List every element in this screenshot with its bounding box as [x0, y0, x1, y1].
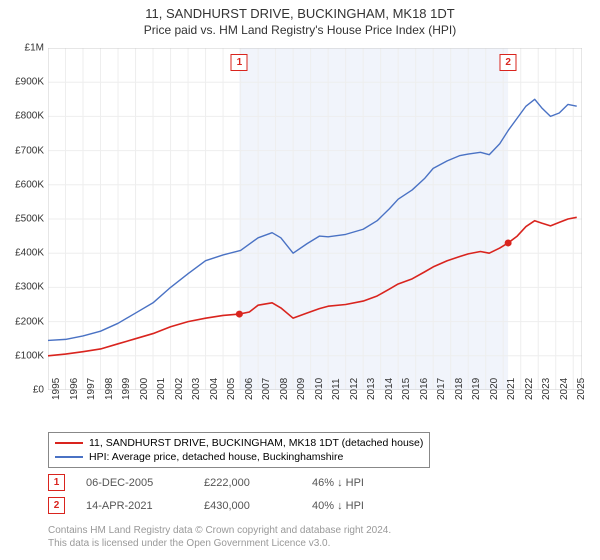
- legend-item: HPI: Average price, detached house, Buck…: [55, 450, 423, 464]
- x-axis-label: 2016: [419, 378, 430, 400]
- legend-swatch: [55, 442, 83, 444]
- x-axis-label: 2007: [261, 378, 272, 400]
- x-axis-label: 2002: [174, 378, 185, 400]
- sale-price: £430,000: [204, 500, 294, 512]
- x-axis-label: 1997: [86, 378, 97, 400]
- x-axis-label: 1996: [69, 378, 80, 400]
- chart-title: 11, SANDHURST DRIVE, BUCKINGHAM, MK18 1D…: [0, 6, 600, 21]
- sale-marker-icon: 2: [48, 497, 65, 514]
- x-axis-label: 2006: [244, 378, 255, 400]
- y-axis-label: £900K: [2, 77, 44, 88]
- x-axis-label: 1998: [104, 378, 115, 400]
- sale-marker-icon: 1: [48, 474, 65, 491]
- sale-marker: 1: [231, 54, 248, 71]
- legend: 11, SANDHURST DRIVE, BUCKINGHAM, MK18 1D…: [48, 432, 430, 468]
- chart-svg: [48, 48, 582, 390]
- x-axis-label: 2024: [559, 378, 570, 400]
- sale-row: 2 14-APR-2021 £430,000 40% ↓ HPI: [48, 497, 412, 514]
- x-axis-label: 2015: [401, 378, 412, 400]
- x-axis-label: 1999: [121, 378, 132, 400]
- x-axis-label: 2021: [506, 378, 517, 400]
- y-axis-label: £0: [2, 385, 44, 396]
- x-axis-label: 2014: [384, 378, 395, 400]
- x-axis-label: 2004: [209, 378, 220, 400]
- sale-hpi-delta: 46% ↓ HPI: [312, 477, 412, 489]
- y-axis-label: £700K: [2, 145, 44, 156]
- sale-marker: 2: [500, 54, 517, 71]
- sale-rows: 1 06-DEC-2005 £222,000 46% ↓ HPI 2 14-APR-202…: [48, 474, 412, 520]
- sale-row: 1 06-DEC-2005 £222,000 46% ↓ HPI: [48, 474, 412, 491]
- x-axis-label: 2001: [156, 378, 167, 400]
- y-axis-label: £800K: [2, 111, 44, 122]
- y-axis-label: £400K: [2, 248, 44, 259]
- y-axis-label: £500K: [2, 214, 44, 225]
- x-axis-label: 2020: [489, 378, 500, 400]
- chart-plot-area: £0£100K£200K£300K£400K£500K£600K£700K£80…: [48, 48, 582, 390]
- legend-swatch: [55, 456, 83, 458]
- y-axis-label: £300K: [2, 282, 44, 293]
- x-axis-label: 2003: [191, 378, 202, 400]
- y-axis-label: £200K: [2, 316, 44, 327]
- sale-date: 14-APR-2021: [86, 500, 186, 512]
- x-axis-label: 2011: [331, 378, 342, 400]
- x-axis-label: 2010: [314, 378, 325, 400]
- legend-label: HPI: Average price, detached house, Buck…: [89, 451, 343, 463]
- x-axis-label: 2022: [524, 378, 535, 400]
- x-axis-label: 2012: [349, 378, 360, 400]
- x-axis-label: 1995: [51, 378, 62, 400]
- attribution-line: This data is licensed under the Open Gov…: [48, 537, 391, 550]
- y-axis-label: £100K: [2, 350, 44, 361]
- sale-hpi-delta: 40% ↓ HPI: [312, 500, 412, 512]
- chart-subtitle: Price paid vs. HM Land Registry's House …: [0, 23, 600, 37]
- sale-price: £222,000: [204, 477, 294, 489]
- attribution: Contains HM Land Registry data © Crown c…: [48, 524, 391, 550]
- legend-item: 11, SANDHURST DRIVE, BUCKINGHAM, MK18 1D…: [55, 436, 423, 450]
- legend-label: 11, SANDHURST DRIVE, BUCKINGHAM, MK18 1D…: [89, 437, 423, 449]
- x-axis-label: 2025: [576, 378, 587, 400]
- x-axis-label: 2017: [436, 378, 447, 400]
- x-axis-label: 2019: [471, 378, 482, 400]
- x-axis-label: 2018: [454, 378, 465, 400]
- chart-header: 11, SANDHURST DRIVE, BUCKINGHAM, MK18 1D…: [0, 0, 600, 37]
- sale-date: 06-DEC-2005: [86, 477, 186, 489]
- x-axis-label: 2005: [226, 378, 237, 400]
- attribution-line: Contains HM Land Registry data © Crown c…: [48, 524, 391, 537]
- x-axis-label: 2000: [139, 378, 150, 400]
- y-axis-label: £600K: [2, 179, 44, 190]
- x-axis-label: 2008: [279, 378, 290, 400]
- x-axis-label: 2013: [366, 378, 377, 400]
- x-axis-label: 2009: [296, 378, 307, 400]
- y-axis-label: £1M: [2, 43, 44, 54]
- x-axis-label: 2023: [541, 378, 552, 400]
